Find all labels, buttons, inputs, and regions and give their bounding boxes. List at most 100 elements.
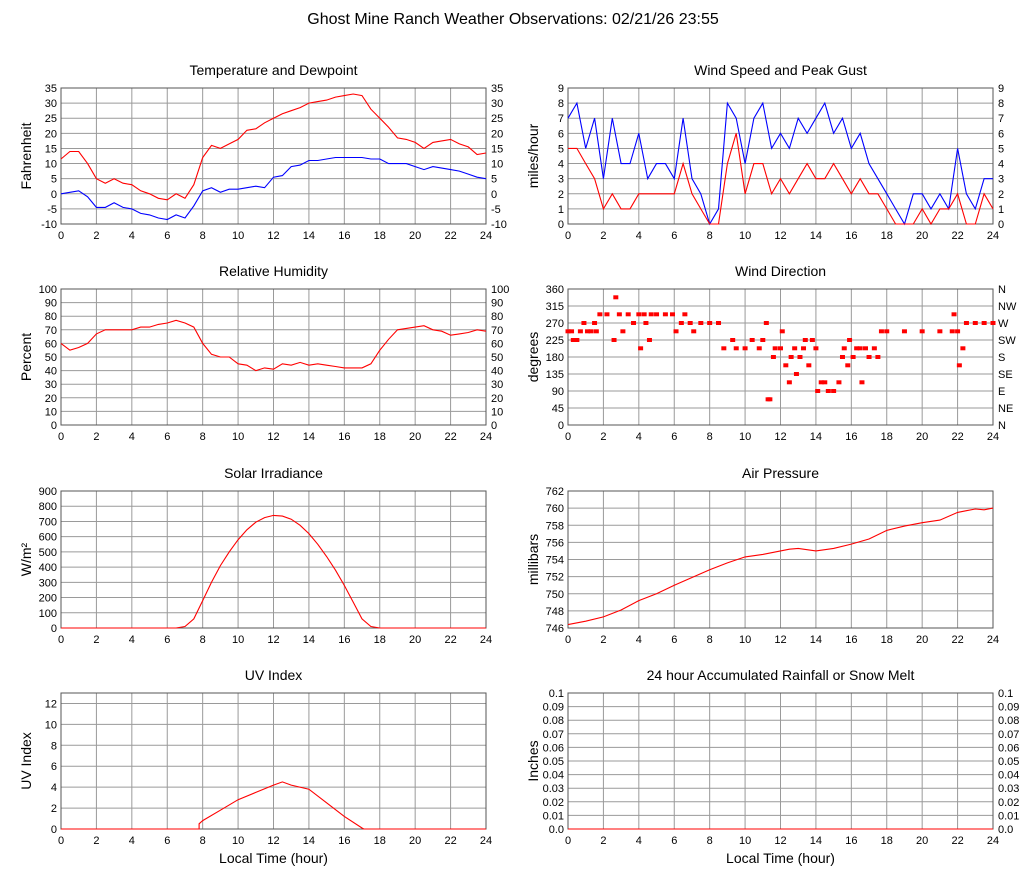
y-axis-label: Inches (525, 740, 541, 781)
data-point (801, 346, 807, 351)
right-tick-label: 0.02 (998, 797, 1019, 809)
right-tick-label: E (998, 386, 1005, 398)
data-point (806, 363, 812, 368)
right-tick-label: 0.08 (998, 715, 1019, 727)
x-tick-label: 6 (671, 835, 677, 847)
data-point (638, 346, 644, 351)
y-tick-label: 0 (558, 420, 564, 432)
data-point (772, 346, 778, 351)
series-line-1 (60, 156, 487, 221)
x-tick-label: 18 (881, 230, 893, 242)
right-tick-label: 0.09 (998, 702, 1019, 714)
y-tick-label: 4 (558, 159, 564, 171)
x-tick-label: 6 (164, 634, 170, 646)
data-point (749, 338, 755, 342)
right-tick-label: 35 (491, 83, 503, 95)
y-tick-label: 0.04 (543, 770, 564, 782)
x-tick-label: 8 (707, 634, 713, 646)
y-tick-label: 2 (51, 803, 57, 815)
y-tick-label: 0.05 (543, 756, 564, 768)
x-tick-label: 10 (739, 835, 751, 847)
chart-title: Wind Speed and Peak Gust (694, 62, 867, 78)
right-tick-label: SW (998, 335, 1016, 347)
data-point (662, 312, 668, 317)
right-tick-label: 25 (491, 113, 503, 125)
y-tick-label: 15 (45, 143, 57, 155)
data-point (836, 380, 842, 385)
series-line-1 (568, 133, 994, 226)
x-tick-label: 18 (374, 835, 386, 847)
right-tick-label: 1 (998, 204, 1004, 216)
right-tick-label: 5 (491, 174, 497, 186)
x-tick-label: 10 (739, 431, 751, 443)
x-tick-label: 14 (810, 230, 822, 242)
x-tick-label: 4 (636, 431, 642, 443)
y-tick-label: 0 (51, 189, 57, 201)
plot-frame (567, 288, 994, 426)
right-tick-label: 15 (491, 143, 503, 155)
plot-frame (567, 490, 994, 629)
y-tick-label: 225 (546, 335, 564, 347)
x-tick-label: 2 (93, 634, 99, 646)
y-tick-label: 0 (51, 824, 57, 836)
data-point (641, 312, 647, 317)
y-tick-label: 748 (546, 606, 564, 618)
data-point (616, 312, 622, 317)
data-point (593, 329, 599, 334)
right-tick-label: -5 (491, 204, 501, 216)
x-tick-label: 16 (845, 634, 857, 646)
data-point (625, 312, 631, 317)
x-tick-label: 2 (93, 835, 99, 847)
data-point (678, 321, 684, 325)
data-point (960, 346, 966, 351)
right-tick-label: 70 (491, 325, 503, 337)
right-tick-label: 0.01 (998, 810, 1019, 822)
data-point (636, 312, 642, 317)
x-tick-label: 20 (409, 431, 421, 443)
data-point (850, 355, 856, 359)
x-tick-label: 22 (951, 835, 963, 847)
data-point (802, 338, 808, 342)
y-tick-label: 400 (39, 562, 57, 574)
x-tick-label: 18 (374, 431, 386, 443)
x-tick-label: 20 (409, 230, 421, 242)
data-point (854, 346, 860, 351)
right-tick-label: 0.1 (998, 688, 1013, 700)
right-tick-label: SE (998, 369, 1013, 381)
data-point (756, 346, 762, 351)
y-tick-label: 10 (45, 719, 57, 731)
x-tick-label: 14 (303, 230, 315, 242)
data-point (847, 338, 853, 342)
x-tick-label: 12 (267, 431, 279, 443)
y-tick-label: 50 (45, 352, 57, 364)
y-tick-label: 762 (546, 486, 564, 498)
data-point (698, 321, 704, 325)
right-tick-label: 40 (491, 366, 503, 378)
y-tick-label: 760 (546, 503, 564, 515)
x-tick-label: 16 (338, 835, 350, 847)
x-tick-label: 14 (810, 634, 822, 646)
plot-frame (60, 87, 487, 225)
right-tick-label: 0.07 (998, 729, 1019, 741)
data-point (613, 295, 619, 300)
x-tick-label: 22 (444, 634, 456, 646)
y-tick-label: 2 (558, 189, 564, 201)
y-tick-label: 90 (45, 298, 57, 310)
right-tick-label: N (998, 284, 1006, 296)
y-tick-label: 35 (45, 83, 57, 95)
data-point (569, 329, 575, 334)
y-tick-label: 746 (546, 623, 564, 635)
data-point (716, 321, 722, 325)
series-line-0 (61, 514, 486, 629)
x-tick-label: 20 (409, 835, 421, 847)
y-tick-label: 270 (546, 318, 564, 330)
y-axis-label: Fahrenheit (18, 122, 34, 189)
x-tick-label: 6 (164, 835, 170, 847)
y-tick-label: 300 (39, 577, 57, 589)
x-tick-label: 2 (600, 835, 606, 847)
x-tick-label: 2 (600, 634, 606, 646)
x-tick-label: 8 (200, 431, 206, 443)
y-tick-label: 5 (51, 174, 57, 186)
chart-pressure: Air Pressure millibars 746 748 750 752 754 756 7… (525, 465, 999, 646)
x-tick-label: 6 (671, 634, 677, 646)
